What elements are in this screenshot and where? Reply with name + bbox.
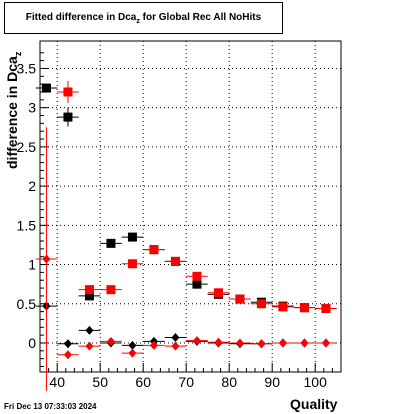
x-tick-label: 100 [304, 374, 328, 390]
x-tick-label: 90 [264, 374, 280, 390]
data-point-square [170, 256, 180, 266]
data-point-diamond [171, 332, 180, 342]
x-tick-label: 60 [135, 374, 151, 390]
y-tick-label: 0.5 [17, 296, 37, 312]
data-point-square [41, 83, 51, 93]
chart-title-box: Fitted difference in Dcaz for Global Rec… [4, 2, 283, 34]
y-tick-label: 1.5 [17, 217, 37, 233]
data-point-diamond [257, 339, 266, 349]
data-point-square [192, 279, 202, 289]
data-point-square [106, 285, 116, 295]
data-point-diamond [63, 350, 72, 360]
y-tick-label: 1 [28, 257, 36, 273]
data-point-diamond [321, 338, 330, 348]
data-point-diamond [171, 341, 180, 351]
data-point-diamond [85, 341, 94, 351]
chart-title: Fitted difference in Dcaz for Global Rec… [5, 12, 282, 25]
data-point-diamond [63, 339, 72, 349]
data-point-diamond [42, 254, 51, 264]
data-point-square [127, 232, 137, 242]
data-point-diamond [300, 338, 309, 348]
data-point-square [63, 87, 73, 97]
data-point-square [192, 271, 202, 281]
data-point-square [235, 294, 245, 304]
plot-area [40, 41, 341, 372]
y-tick-label: 3.5 [17, 60, 37, 76]
data-point-diamond [149, 340, 158, 350]
data-point-diamond [192, 336, 201, 346]
data-point-square [299, 303, 309, 313]
data-point-diamond [128, 348, 137, 358]
y-axis-label-main: difference in Dca [4, 56, 20, 169]
timestamp: Fri Dec 13 07:33:03 2024 [4, 402, 97, 411]
x-tick-label: 50 [92, 374, 108, 390]
data-point-square [321, 303, 331, 313]
data-point-square [84, 291, 94, 301]
data-point-diamond [85, 325, 94, 335]
data-point-square [149, 245, 159, 255]
data-point-diamond [214, 337, 223, 347]
chart-title-suffix: for Global Rec All NoHits [139, 12, 262, 23]
x-axis-label: Quality [290, 396, 338, 412]
data-point-square [106, 238, 116, 248]
data-point-square [63, 112, 73, 122]
data-point-diamond [235, 338, 244, 348]
data-point-diamond [106, 336, 115, 346]
x-tick-label: 40 [49, 374, 65, 390]
y-tick-label: 0 [28, 335, 36, 351]
y-tick-label: 3 [28, 100, 36, 116]
y-tick-label: 2 [28, 178, 36, 194]
y-tick-label: 2.5 [17, 139, 37, 155]
x-tick-label: 80 [221, 374, 237, 390]
data-point-square [213, 288, 223, 298]
chart-title-sub: z [136, 18, 140, 25]
y-axis-label: difference in Dcaz [4, 52, 23, 176]
data-point-square [84, 285, 94, 295]
x-tick-label: 70 [178, 374, 194, 390]
data-point-square [256, 299, 266, 309]
data-point-square [278, 302, 288, 312]
chart-title-main: Fitted difference in Dca [25, 12, 137, 23]
y-axis-label-sub: z [12, 51, 23, 57]
data-point-square [127, 259, 137, 269]
data-point-diamond [278, 338, 287, 348]
plot-frame [39, 40, 342, 373]
data-point-diamond [128, 340, 137, 350]
